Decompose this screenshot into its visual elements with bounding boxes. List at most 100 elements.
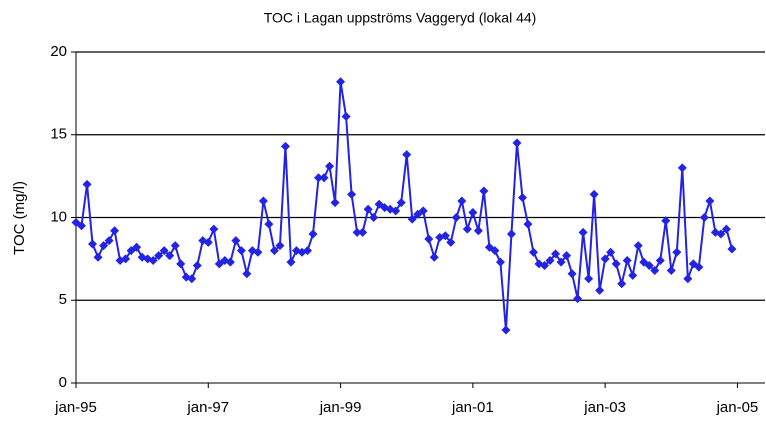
y-axis-label: TOC (mg/l) <box>11 181 28 255</box>
marker <box>319 173 329 183</box>
marker <box>176 259 186 269</box>
marker <box>562 251 572 261</box>
marker <box>236 246 246 256</box>
marker <box>699 213 709 222</box>
marker <box>523 219 533 229</box>
marker <box>396 198 406 208</box>
marker <box>264 219 274 229</box>
marker <box>148 256 158 266</box>
marker <box>584 274 594 284</box>
marker <box>275 241 285 251</box>
marker <box>451 213 461 222</box>
marker <box>589 189 599 199</box>
marker <box>269 246 279 256</box>
marker <box>231 236 241 246</box>
marker <box>622 256 632 266</box>
marker <box>242 269 252 279</box>
x-tick-label: jan-95 <box>54 399 97 416</box>
marker <box>203 237 213 247</box>
marker <box>154 251 164 261</box>
marker <box>595 285 605 295</box>
x-tick-label: jan-99 <box>319 399 362 416</box>
marker <box>661 216 671 226</box>
marker <box>258 196 268 206</box>
marker <box>110 226 120 236</box>
marker <box>633 241 643 251</box>
marker <box>490 246 500 256</box>
marker <box>159 246 169 256</box>
marker <box>551 249 561 259</box>
marker <box>286 257 296 267</box>
marker <box>617 279 627 289</box>
marker <box>628 270 638 280</box>
marker <box>517 193 527 203</box>
marker <box>457 196 467 206</box>
marker <box>225 257 235 267</box>
marker <box>99 241 109 251</box>
marker <box>280 141 290 151</box>
y-tick-label: 10 <box>50 208 67 225</box>
marker <box>303 246 313 256</box>
marker <box>132 242 142 252</box>
marker <box>407 214 417 224</box>
marker <box>424 234 434 244</box>
marker <box>77 221 87 231</box>
marker <box>192 260 202 270</box>
marker <box>363 204 373 214</box>
marker <box>727 244 737 254</box>
marker <box>369 213 379 222</box>
marker <box>545 256 555 266</box>
marker <box>253 247 263 257</box>
marker <box>567 269 577 279</box>
marker <box>358 227 368 237</box>
marker <box>600 254 610 264</box>
marker <box>468 208 478 218</box>
marker <box>540 260 550 270</box>
chart-title: TOC i Lagan uppströms Vaggeryd (lokal 44… <box>264 10 537 26</box>
x-tick-label: jan-97 <box>186 399 229 416</box>
marker <box>88 239 98 249</box>
marker <box>512 138 522 148</box>
marker <box>187 274 197 284</box>
marker <box>705 196 715 206</box>
marker <box>170 241 180 251</box>
y-tick-label: 20 <box>50 43 67 60</box>
marker <box>121 254 131 264</box>
marker <box>440 231 450 241</box>
marker <box>683 274 693 284</box>
marker <box>347 189 357 199</box>
marker <box>308 229 318 239</box>
marker <box>578 227 588 237</box>
marker <box>606 247 616 257</box>
marker <box>501 325 511 335</box>
marker <box>104 236 114 246</box>
x-tick-label: jan-05 <box>716 399 759 416</box>
marker <box>336 77 346 87</box>
marker <box>352 227 362 237</box>
marker <box>429 252 439 262</box>
marker <box>391 206 401 216</box>
marker <box>650 265 660 275</box>
marker <box>82 179 92 189</box>
marker <box>495 257 505 267</box>
marker <box>314 173 324 183</box>
marker <box>93 252 103 262</box>
y-tick-label: 15 <box>50 126 67 143</box>
y-tick-label: 0 <box>59 374 67 391</box>
marker <box>573 294 583 304</box>
line <box>75 81 733 331</box>
marker <box>341 112 351 122</box>
y-tick-label: 5 <box>59 291 67 308</box>
marker <box>556 257 566 267</box>
marker <box>479 186 489 196</box>
marker <box>644 260 654 270</box>
marker <box>209 224 219 234</box>
marker <box>506 229 516 239</box>
marker <box>473 226 483 236</box>
marker <box>528 247 538 257</box>
marker <box>721 224 731 234</box>
x-tick-label: jan-03 <box>583 399 626 416</box>
marker <box>402 150 412 160</box>
x-tick-label: jan-01 <box>451 399 494 416</box>
